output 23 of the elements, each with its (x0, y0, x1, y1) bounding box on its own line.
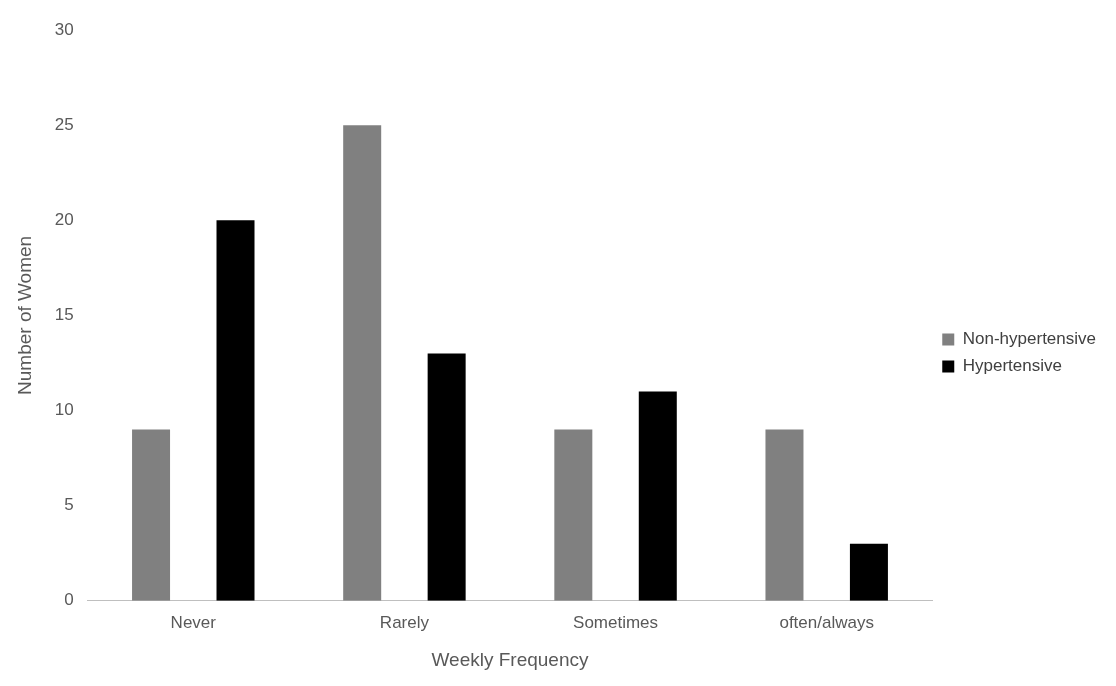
bar (132, 429, 171, 601)
bar (765, 429, 804, 601)
y-tick-label: 30 (54, 19, 74, 39)
bar (216, 220, 255, 601)
y-axis-title: Number of Women (13, 235, 35, 395)
legend-label: Non-hypertensive (962, 329, 1097, 349)
bar (849, 543, 888, 601)
x-tick-label: Sometimes (573, 612, 659, 632)
y-tick-label: 20 (54, 209, 74, 229)
bar (638, 391, 677, 601)
y-tick-label: 5 (64, 495, 74, 515)
legend-label: Hypertensive (962, 356, 1062, 376)
x-tick-label: Rarely (379, 612, 430, 632)
y-tick-label: 10 (54, 400, 74, 420)
y-tick-label: 25 (54, 114, 74, 134)
x-tick-label: Never (170, 612, 217, 632)
bar (554, 429, 593, 601)
x-axis-title: Weekly Frequency (431, 648, 589, 670)
bar (427, 353, 466, 601)
x-tick-label: often/always (779, 612, 874, 632)
y-tick-label: 15 (54, 305, 74, 325)
y-tick-label: 0 (64, 590, 74, 610)
bar (343, 125, 382, 601)
